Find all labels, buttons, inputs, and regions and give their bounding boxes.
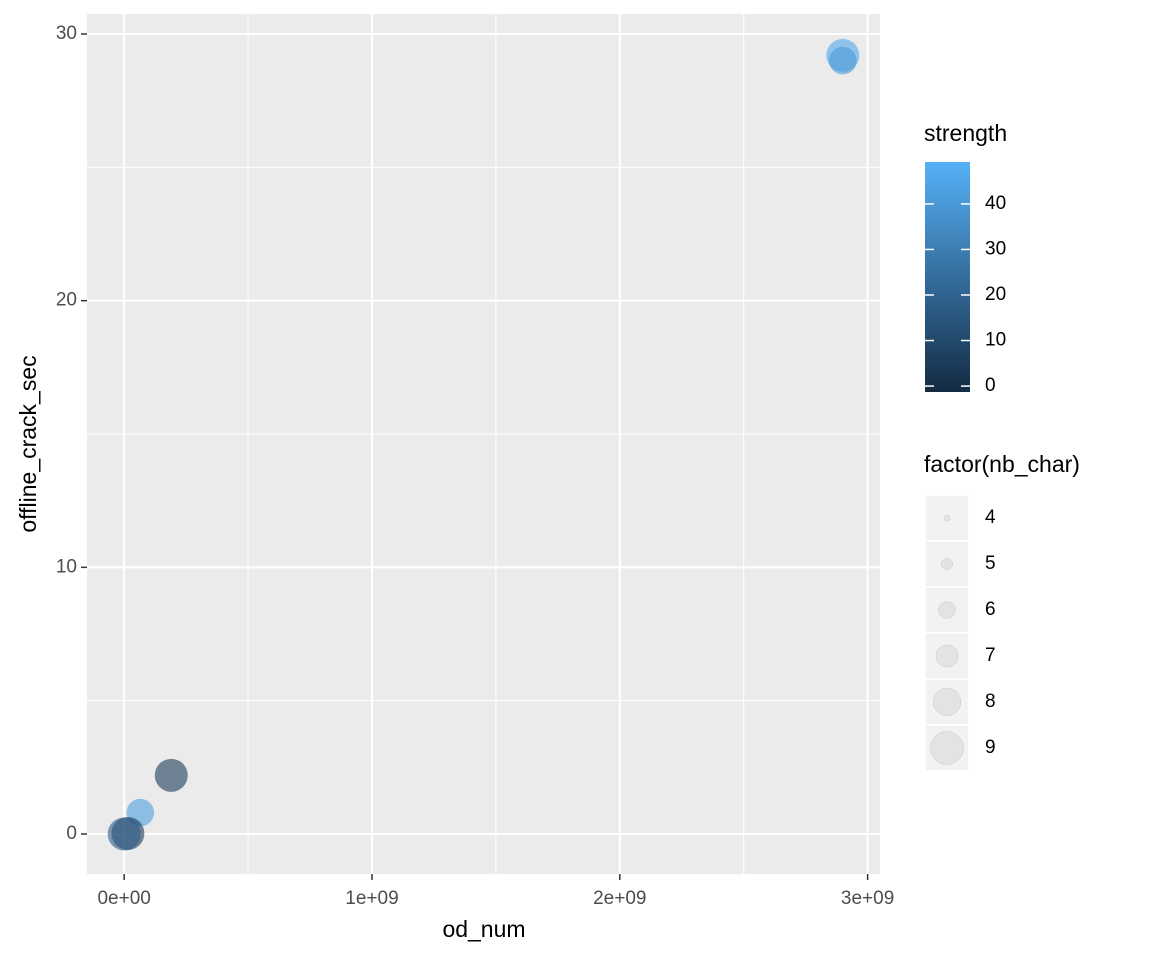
point — [107, 817, 141, 851]
legend-label: 4 — [985, 507, 996, 528]
colorbar-label: 0 — [985, 375, 996, 396]
legend-label: 5 — [985, 553, 996, 574]
y-tick-label: 30 — [56, 23, 77, 44]
size-legend-title: factor(nb_char) — [924, 451, 1080, 477]
colorbar — [925, 162, 970, 392]
legend-symbol — [932, 687, 962, 717]
legend-label: 8 — [985, 691, 996, 712]
x-tick-label: 3e+09 — [841, 888, 894, 909]
colorbar-label: 10 — [985, 330, 1006, 351]
colorbar-label: 40 — [985, 193, 1006, 214]
x-tick-label: 1e+09 — [345, 888, 398, 909]
colorbar-label: 30 — [985, 238, 1006, 259]
x-axis-title: od_num — [442, 916, 525, 942]
color-legend-title: strength — [924, 120, 1007, 146]
legend-label: 6 — [985, 599, 996, 620]
plot-panel — [87, 14, 880, 874]
legend-symbol — [938, 601, 956, 619]
y-tick-label: 20 — [56, 290, 77, 311]
legend-key — [924, 494, 970, 542]
y-axis-title: offline_crack_sec — [15, 355, 41, 532]
y-tick-label: 10 — [56, 556, 77, 577]
legend-symbol — [930, 731, 964, 765]
x-tick-label: 0e+00 — [97, 888, 150, 909]
legend-label: 9 — [985, 737, 996, 758]
legend-symbol — [941, 558, 953, 570]
legend-label: 7 — [985, 645, 996, 666]
legend-symbol — [935, 644, 959, 668]
colorbar-label: 20 — [985, 284, 1006, 305]
legend-key — [924, 678, 970, 726]
point — [154, 758, 188, 792]
legend-symbol — [943, 514, 951, 522]
y-tick-label: 0 — [66, 823, 77, 844]
point — [829, 46, 857, 75]
x-tick-label: 2e+09 — [593, 888, 646, 909]
